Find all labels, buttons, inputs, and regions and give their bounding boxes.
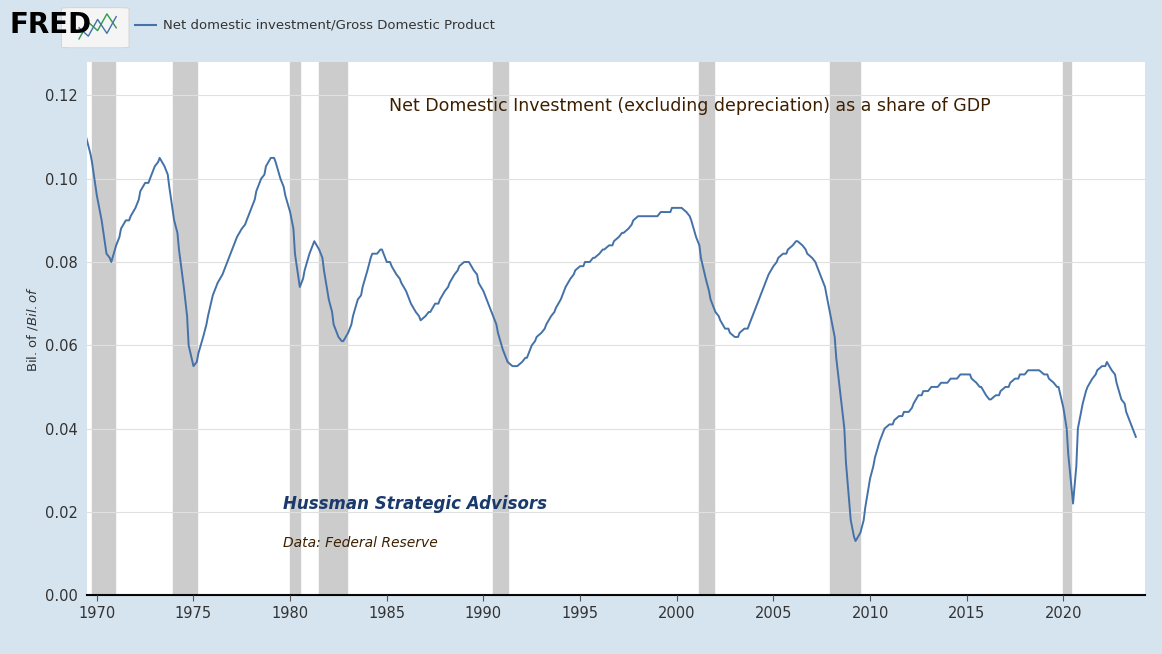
FancyBboxPatch shape <box>62 8 129 48</box>
Bar <box>320 62 346 595</box>
Bar <box>1063 62 1071 595</box>
Y-axis label: Bil. of $/Bil. of $: Bil. of $/Bil. of $ <box>26 286 41 371</box>
Text: Net domestic investment/Gross Domestic Product: Net domestic investment/Gross Domestic P… <box>163 18 495 31</box>
Text: FRED: FRED <box>9 11 92 39</box>
Text: Data: Federal Reserve: Data: Federal Reserve <box>282 536 438 550</box>
Bar <box>700 62 713 595</box>
Bar <box>173 62 196 595</box>
Text: Hussman Strategic Advisors: Hussman Strategic Advisors <box>282 494 547 513</box>
Bar <box>92 62 115 595</box>
Bar <box>830 62 860 595</box>
Text: Net Domestic Investment (excluding depreciation) as a share of GDP: Net Domestic Investment (excluding depre… <box>388 97 990 114</box>
Bar <box>290 62 300 595</box>
Bar <box>493 62 508 595</box>
